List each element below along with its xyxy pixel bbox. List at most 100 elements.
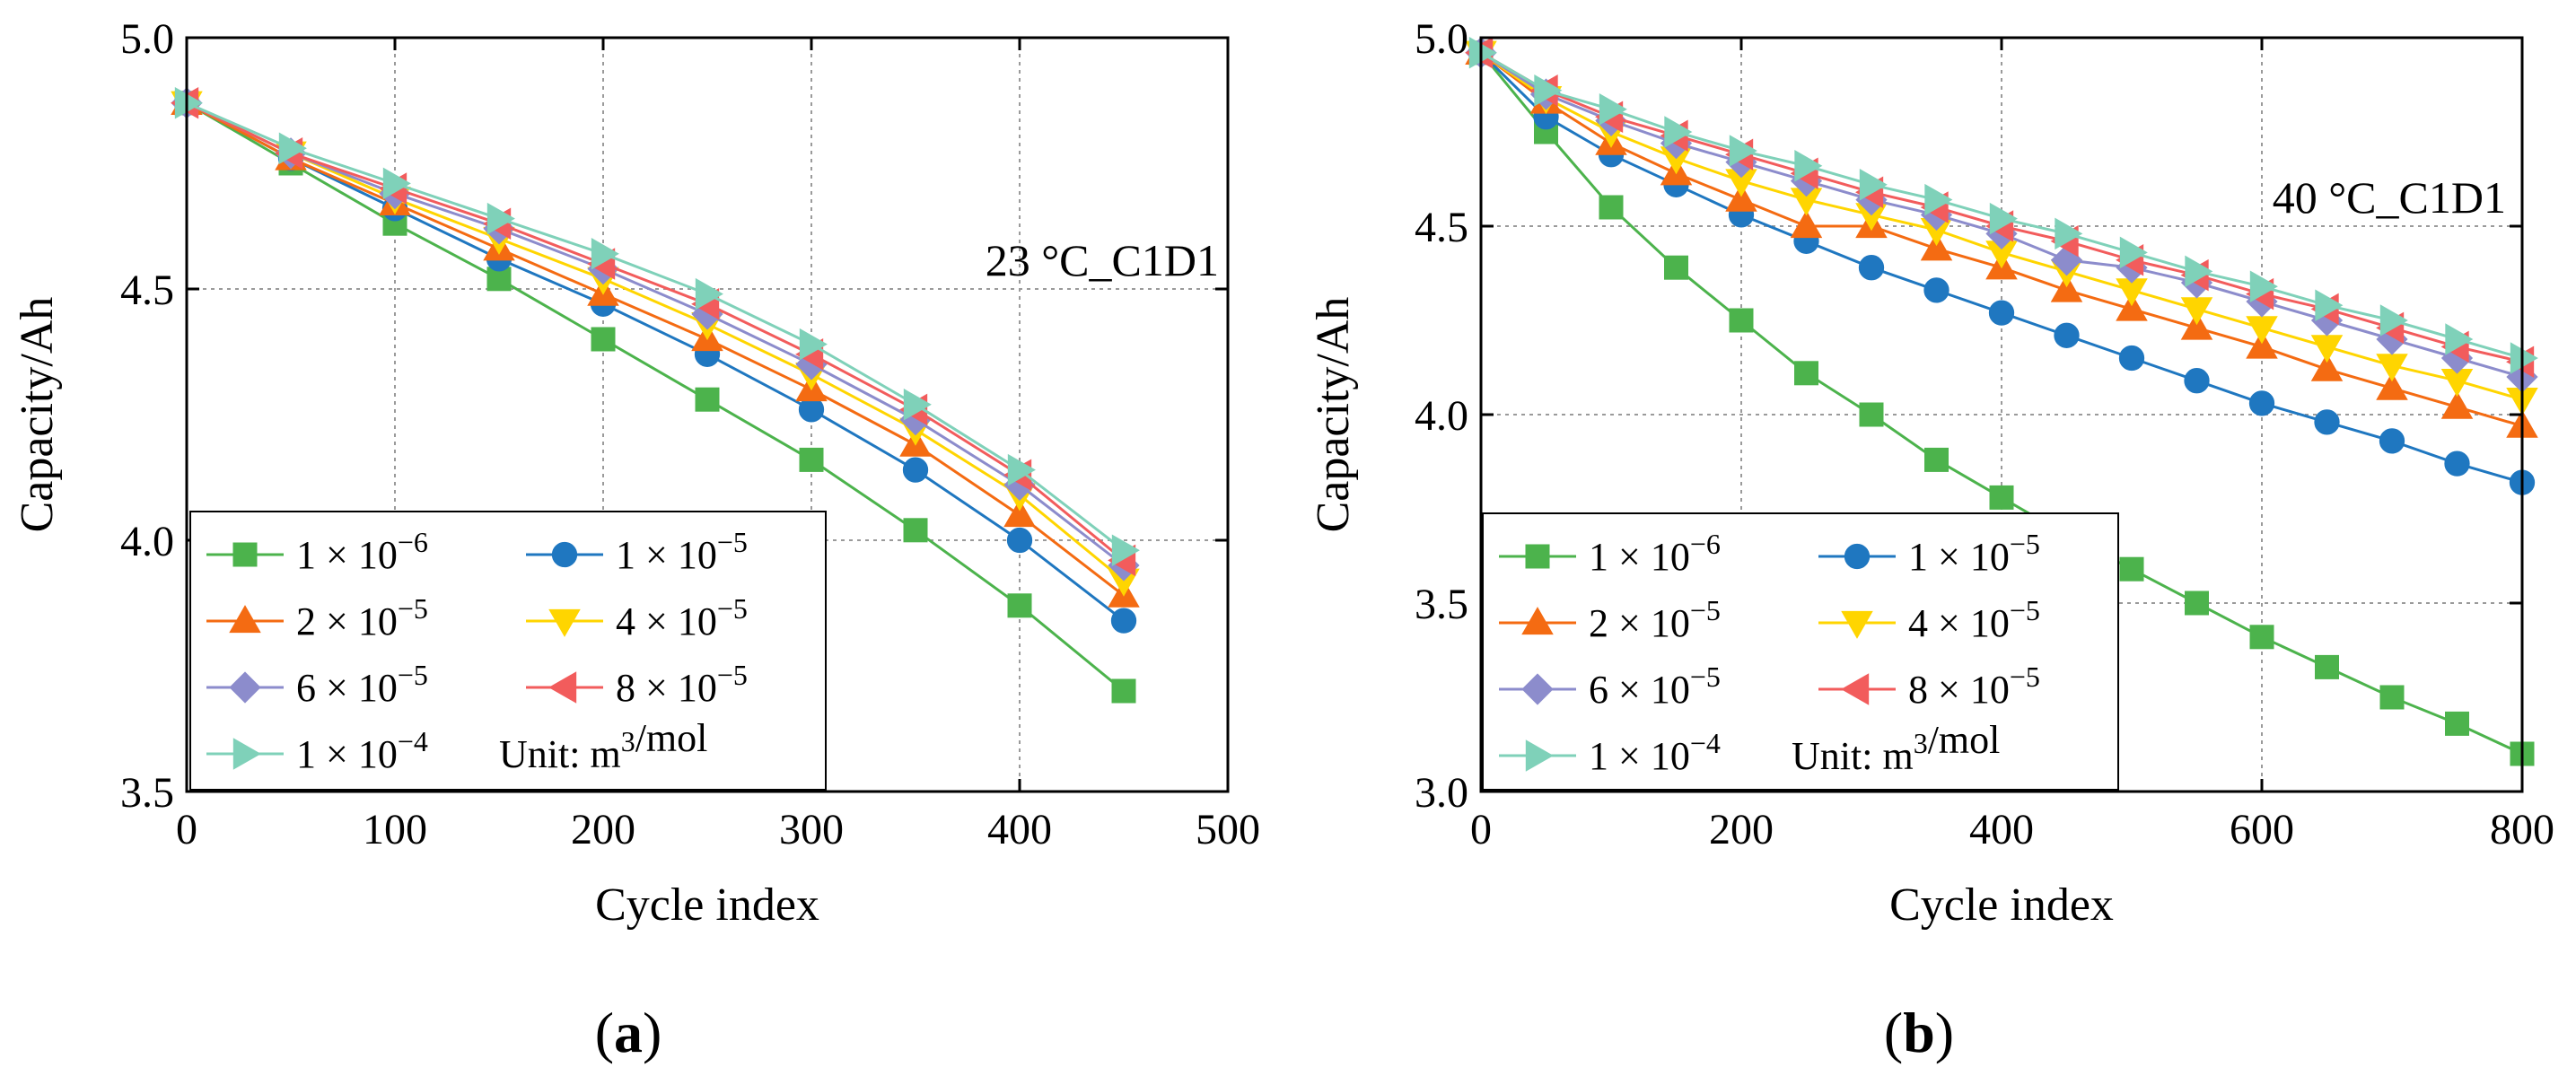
- data-point: [2510, 342, 2538, 374]
- ticks: 0 100 200 300 400 500 3.5 4.0 4.5 5.0: [120, 15, 1260, 853]
- series-line: [186, 101, 1125, 582]
- legend-marker: [229, 671, 261, 704]
- data-point: [1006, 527, 1033, 554]
- data-point: [1989, 485, 2014, 510]
- chart-b: 0 200 400 600 800 3.0 3.5 4.0 4.5 5.0 Cycle index C…: [1308, 15, 2554, 931]
- data-point: [2445, 323, 2474, 355]
- y-tick-label: 3.5: [120, 769, 174, 817]
- legend-item: 1 × 10−4: [206, 725, 428, 776]
- data-point: [1794, 150, 1823, 182]
- legend: 1 × 10−6 1 × 10−5 2 × 10−5 4 × 10−5 6 × 10−5…: [189, 511, 827, 791]
- data-point: [1664, 255, 1688, 280]
- y-tick-label: 4.0: [120, 518, 174, 565]
- legend-marker: [1844, 543, 1871, 570]
- data-point: [1858, 255, 1885, 281]
- data-point: [2248, 390, 2275, 416]
- data-point: [2376, 372, 2408, 400]
- legend-label: 1 × 10−4: [296, 725, 428, 776]
- legend-box: [1482, 512, 2119, 791]
- series-7: [1468, 37, 2538, 374]
- x-tick-label: 0: [176, 806, 197, 853]
- y-tick-label: 4.0: [1415, 392, 1468, 440]
- legend-label: 6 × 10−5: [1589, 660, 1721, 712]
- legend-marker: [1841, 610, 1873, 639]
- x-tick-label: 300: [779, 806, 844, 853]
- series-line: [186, 101, 1125, 597]
- data-point: [1111, 678, 1136, 704]
- data-point: [2249, 270, 2278, 302]
- data-point: [1859, 402, 1884, 427]
- legend: 1 × 10−6 1 × 10−5 2 × 10−5 4 × 10−5 6 × 10−5…: [1482, 512, 2119, 791]
- series-line: [186, 101, 1125, 622]
- data-point: [1729, 308, 1754, 333]
- data-point: [1988, 300, 2015, 326]
- legend-label: 2 × 10−5: [296, 592, 428, 643]
- data-point: [1923, 277, 1950, 303]
- legend-label: 1 × 10−4: [1589, 727, 1721, 778]
- y-tick-label: 5.0: [120, 15, 174, 63]
- legend-label: 6 × 10−5: [296, 659, 428, 710]
- legend-label: 1 × 10−6: [1589, 528, 1721, 579]
- legend-item: 6 × 10−5: [206, 659, 428, 710]
- data-point: [2315, 654, 2339, 679]
- data-point: [1924, 183, 1953, 216]
- data-point: [2379, 304, 2408, 337]
- data-point: [2445, 711, 2469, 736]
- legend-box: [189, 511, 827, 791]
- data-point: [382, 167, 411, 200]
- data-point: [2119, 236, 2148, 269]
- x-axis-label: Cycle index: [1889, 879, 2114, 931]
- series-group: [171, 86, 1140, 704]
- data-point: [2444, 451, 2470, 477]
- x-tick-label: 800: [2490, 806, 2554, 853]
- data-point: [2185, 590, 2209, 616]
- legend-marker: [232, 738, 261, 770]
- data-point: [1794, 361, 1818, 386]
- data-point: [695, 277, 723, 311]
- legend-unit: Unit: m3/mol: [499, 716, 707, 776]
- data-point: [2054, 322, 2080, 348]
- data-point: [2246, 330, 2278, 359]
- data-point: [174, 87, 203, 119]
- data-point: [1599, 195, 1624, 220]
- legend-item: 2 × 10−5: [1499, 594, 1721, 645]
- legend-marker: [1521, 673, 1554, 705]
- y-axis-label: Capacity/Ah: [12, 297, 63, 533]
- legend-label: 1 × 10−5: [1908, 528, 2040, 579]
- data-point: [902, 457, 929, 483]
- data-point: [1790, 210, 1823, 239]
- data-point: [2116, 293, 2148, 321]
- chart-a: 0 100 200 300 400 500 3.5 4.0 4.5 5.0 Cycle index C…: [12, 15, 1260, 931]
- legend-marker: [548, 608, 581, 637]
- data-point: [799, 328, 828, 361]
- data-point: [2119, 556, 2144, 582]
- legend-label: 1 × 10−5: [616, 526, 748, 577]
- legend-item: 6 × 10−5: [1499, 660, 1721, 712]
- data-point: [1003, 499, 1036, 528]
- x-tick-label: 200: [571, 806, 635, 853]
- data-point: [695, 387, 720, 412]
- data-point: [2379, 428, 2405, 454]
- x-tick-label: 600: [2230, 806, 2294, 853]
- legend-item: 4 × 10−5: [1818, 594, 2040, 645]
- data-point: [591, 327, 616, 352]
- legend-marker: [551, 541, 578, 568]
- data-point: [2440, 390, 2474, 419]
- y-tick-label: 5.0: [1415, 15, 1468, 63]
- data-point: [1729, 135, 1757, 167]
- data-point: [1599, 93, 1627, 126]
- legend-label: 8 × 10−5: [1908, 660, 2040, 712]
- condition-annotation: 40 °C_C1D1: [2273, 172, 2506, 223]
- panel-label: (a): [595, 1001, 662, 1064]
- legend-marker: [232, 542, 258, 567]
- data-point: [2050, 274, 2083, 302]
- y-tick-label: 3.5: [1415, 581, 1468, 628]
- legend-marker: [1525, 544, 1550, 569]
- data-point: [591, 238, 619, 270]
- legend-marker: [548, 671, 577, 704]
- data-point: [2379, 685, 2405, 710]
- x-tick-label: 0: [1470, 806, 1492, 853]
- x-tick-label: 500: [1196, 806, 1260, 853]
- y-tick-label: 3.0: [1415, 769, 1468, 817]
